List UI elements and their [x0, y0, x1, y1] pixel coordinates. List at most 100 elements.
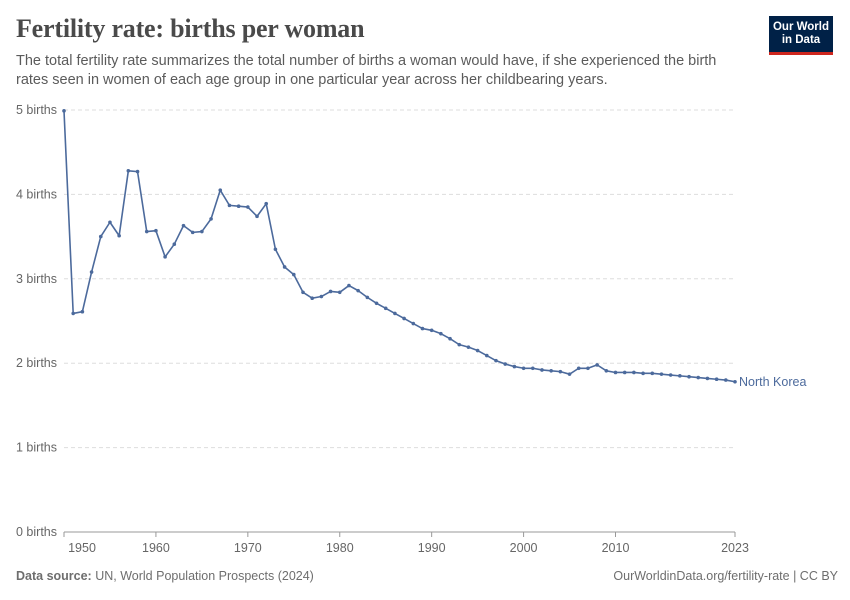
data-point — [687, 374, 691, 379]
x-tick-label: 1960 — [142, 541, 170, 555]
data-point — [264, 201, 269, 206]
data-point — [604, 368, 609, 373]
data-point — [613, 370, 618, 375]
data-point — [705, 376, 710, 381]
data-point — [108, 220, 112, 225]
data-point — [319, 294, 324, 299]
data-point — [347, 283, 351, 288]
owid-logo[interactable]: Our World in Data — [769, 16, 833, 55]
data-point — [402, 316, 406, 321]
data-point — [200, 229, 204, 234]
x-tick-label: 2023 — [721, 541, 749, 555]
data-point — [172, 242, 177, 246]
data-point — [71, 311, 75, 316]
data-point — [190, 230, 195, 235]
logo-line-1: Our World — [772, 21, 829, 33]
data-point — [98, 234, 103, 239]
data-point — [126, 168, 131, 173]
data-point — [393, 311, 397, 316]
gridlines — [64, 109, 735, 449]
y-axis: 0 births 1 births 2 births 3 births 4 births… — [16, 103, 57, 539]
data-point — [181, 223, 186, 228]
data-point — [144, 229, 149, 234]
data-point — [576, 366, 581, 371]
data-source-text: UN, World Population Prospects (2024) — [95, 569, 314, 583]
data-point — [255, 214, 259, 219]
data-point — [301, 290, 305, 295]
data-point — [439, 331, 443, 336]
data-point — [724, 378, 728, 382]
data-point — [209, 217, 213, 221]
data-point — [457, 342, 462, 347]
data-point — [135, 169, 140, 174]
data-point — [540, 368, 544, 372]
logo-line-2: in Data — [781, 34, 821, 46]
data-point — [714, 377, 719, 382]
data-point — [466, 345, 471, 349]
data-point — [503, 362, 508, 366]
data-point — [512, 364, 517, 369]
data-point — [337, 290, 342, 295]
series-line — [63, 110, 736, 383]
data-point — [549, 368, 553, 373]
data-point — [558, 369, 563, 374]
chart-title: Fertility rate: births per woman — [16, 14, 365, 43]
data-point — [383, 306, 388, 311]
data-point — [154, 228, 158, 233]
data-point — [696, 375, 701, 380]
data-point — [641, 371, 645, 376]
data-point — [494, 358, 498, 363]
data-point — [475, 348, 480, 353]
data-point — [80, 309, 85, 314]
y-tick-label: 0 births — [16, 525, 57, 539]
data-point — [733, 379, 737, 384]
data-point — [420, 326, 425, 331]
y-tick-label: 2 births — [16, 356, 57, 370]
x-tick-label: 2010 — [602, 541, 630, 555]
y-tick-label: 1 births — [16, 441, 57, 455]
series-layer: North Korea — [62, 109, 806, 389]
x-axis: 1950 1960 1970 1980 1990 2000 2010 2023 — [63, 531, 749, 555]
data-point — [650, 371, 655, 376]
data-point — [659, 372, 664, 376]
data-point — [365, 295, 370, 300]
data-point — [411, 321, 416, 326]
data-point — [62, 109, 66, 113]
data-point — [89, 270, 94, 274]
data-source-label: Data source: — [16, 569, 92, 583]
data-point — [227, 203, 232, 208]
x-tick-label: 1980 — [326, 541, 354, 555]
data-point — [246, 205, 250, 209]
data-point — [282, 265, 287, 269]
data-point — [567, 372, 572, 376]
source-link[interactable]: OurWorldinData.org/fertility-rate | CC B… — [613, 569, 838, 583]
data-point — [586, 366, 590, 371]
data-point — [328, 289, 333, 294]
x-tick-label: 1970 — [234, 541, 262, 555]
x-tick-label: 1990 — [418, 541, 446, 555]
data-point — [530, 366, 535, 371]
data-point — [218, 188, 223, 192]
series-label: North Korea — [739, 375, 806, 389]
y-tick-label: 4 births — [16, 187, 57, 201]
data-point — [236, 204, 241, 209]
data-point — [356, 288, 360, 293]
data-point — [521, 366, 526, 371]
y-tick-label: 5 births — [16, 103, 57, 117]
data-point — [374, 301, 379, 306]
data-point — [678, 374, 682, 378]
data-point — [310, 296, 314, 301]
x-tick-label: 2000 — [510, 541, 538, 555]
data-source: Data source: UN, World Population Prospe… — [16, 569, 314, 583]
chart-subtitle: The total fertility rate summarizes the … — [16, 53, 717, 88]
data-point — [622, 370, 627, 375]
data-point — [117, 233, 121, 238]
data-point — [291, 272, 296, 277]
x-tick-label: 1950 — [68, 541, 96, 555]
y-tick-label: 3 births — [16, 272, 57, 286]
data-point — [273, 247, 278, 252]
data-point — [668, 373, 673, 377]
data-point — [595, 363, 599, 367]
data-point — [429, 328, 434, 333]
data-point — [632, 370, 636, 375]
